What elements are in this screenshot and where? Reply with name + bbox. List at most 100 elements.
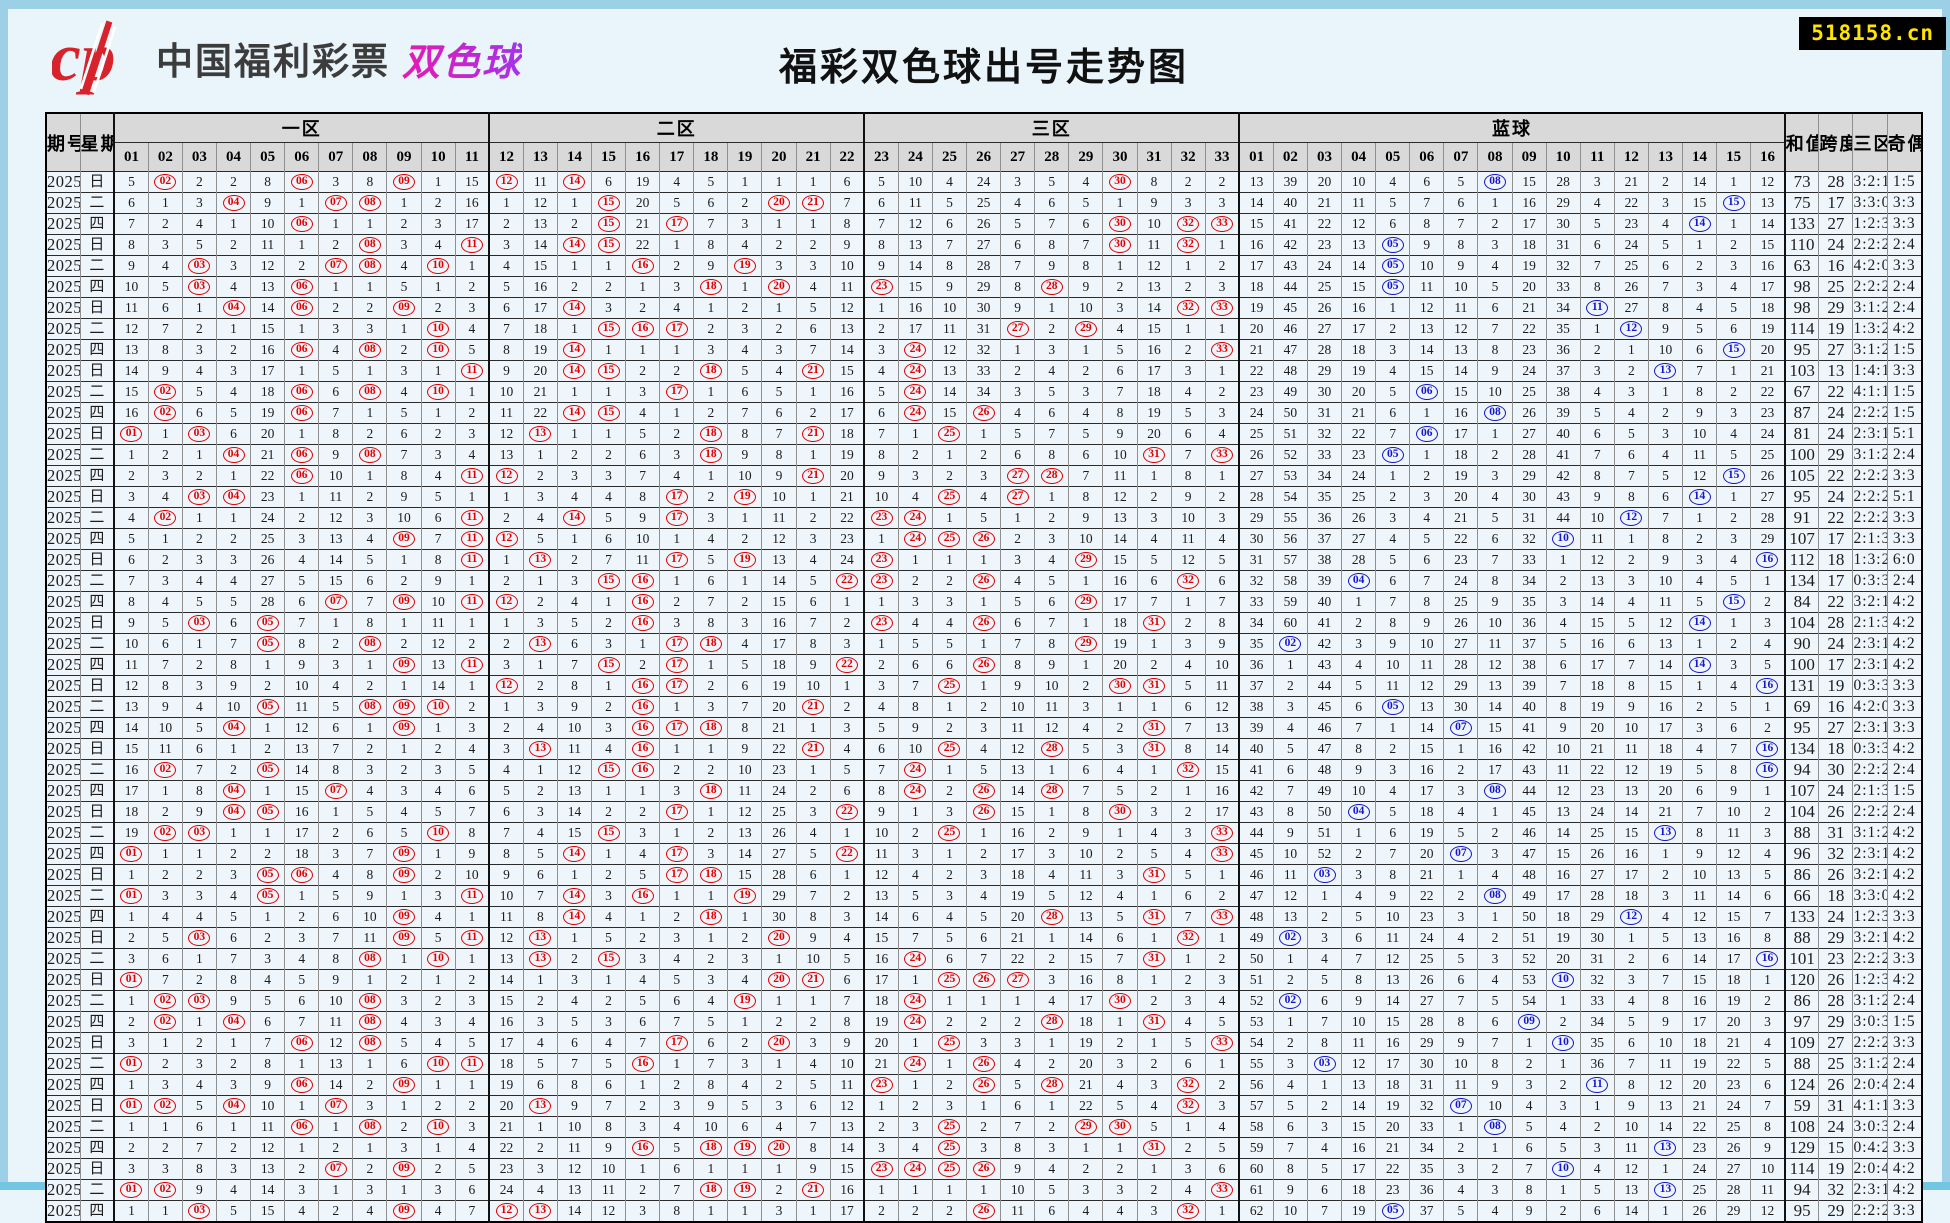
number-cell: 4: [931, 612, 967, 634]
number-cell: 16: [1579, 633, 1615, 655]
number-cell: 31: [1136, 717, 1172, 739]
number-cell: 21: [795, 360, 831, 382]
red-ball: 26: [972, 803, 995, 820]
number-cell: 09: [386, 1200, 422, 1222]
number-cell: 18: [250, 381, 285, 403]
number-cell: 2: [1306, 906, 1342, 928]
number-cell: 12: [488, 171, 524, 193]
number-cell: 5: [897, 885, 933, 907]
number-cell: 15: [897, 276, 933, 298]
red-ball: 23: [870, 551, 893, 568]
number-cell: 7: [1136, 591, 1172, 613]
number-cell: 1: [1409, 402, 1444, 424]
number-cell: 12: [761, 528, 797, 550]
number-cell: 01: [113, 1095, 149, 1117]
number-cell: 27: [1000, 486, 1035, 508]
blue-ball: 11: [1586, 299, 1609, 316]
number-cell: 20: [761, 1032, 797, 1054]
span-cell: 17: [1818, 654, 1853, 676]
number-cell: 16: [1409, 759, 1444, 781]
zone-ratio-cell: 3:2:1: [1852, 927, 1888, 949]
red-ball: 15: [597, 761, 620, 778]
number-cell: 4: [147, 255, 183, 277]
number-cell: 6: [1545, 654, 1581, 676]
number-cell: 2: [284, 1158, 319, 1180]
number-cell: 2: [250, 927, 285, 949]
number-cell: 6: [113, 192, 149, 214]
week-cell: 日: [79, 549, 115, 571]
number-cell: 04: [215, 1011, 251, 1033]
table-row: 2025102四14105041126109132410316171882113…: [45, 717, 1922, 739]
number-cell: 18: [1443, 444, 1478, 466]
number-cell: 6: [1716, 717, 1751, 739]
number-cell: 14: [556, 1200, 592, 1222]
number-cell: 11: [454, 465, 490, 487]
site-badge: 518158.cn: [1799, 17, 1946, 50]
red-ball: 04: [222, 299, 245, 316]
number-cell: 6: [1341, 696, 1376, 718]
number-cell: 11: [625, 549, 660, 571]
number-cell: 5: [590, 927, 626, 949]
red-ball: 06: [290, 341, 313, 358]
red-ball: 07: [324, 782, 347, 799]
number-cell: 16: [829, 1179, 865, 1201]
number-cell: 19: [1681, 1053, 1717, 1075]
red-ball: 13: [529, 551, 552, 568]
number-cell: 8: [147, 339, 183, 361]
number-cell: 16: [1750, 948, 1785, 970]
parity-ratio-cell: 4:2: [1886, 843, 1922, 865]
number-cell: 2: [1341, 612, 1376, 634]
number-cell: 5: [454, 339, 490, 361]
number-cell: 12: [250, 255, 285, 277]
number-cell: 3: [761, 1200, 797, 1222]
number-cell: 3: [556, 969, 592, 991]
number-cell: 08: [352, 381, 387, 403]
number-cell: 20: [1068, 1053, 1103, 1075]
number-cell: 2: [284, 906, 319, 928]
parity-ratio-cell: 3:3: [1886, 528, 1922, 550]
number-cell: 3: [1000, 171, 1035, 193]
number-cell: 35: [1545, 318, 1581, 340]
number-cell: 3: [386, 360, 422, 382]
number-cell: 7: [1068, 465, 1103, 487]
number-cell: 13: [727, 822, 762, 844]
number-cell: 4: [863, 696, 899, 718]
header-row-zones: 期号星期一区二区三区蓝球和值跨度三区比奇偶比: [45, 112, 1922, 172]
red-ball: 30: [1108, 236, 1131, 253]
number-cell: 4: [454, 444, 490, 466]
week-cell: 日: [79, 423, 115, 445]
number-cell: 1: [454, 1074, 490, 1096]
number-cell: 1: [352, 402, 387, 424]
number-cell: 9: [1681, 843, 1717, 865]
number-cell: 2: [1136, 1053, 1172, 1075]
blue-ball: 07: [1449, 719, 1472, 736]
zone-ratio-cell: 2:2:2: [1852, 402, 1888, 424]
number-cell: 7: [454, 801, 490, 823]
span-cell: 29: [1818, 1011, 1853, 1033]
number-cell: 15: [1613, 822, 1649, 844]
number-cell: 20: [1681, 1074, 1717, 1096]
parity-ratio-cell: 2:4: [1886, 759, 1922, 781]
number-cell: 3: [488, 738, 524, 760]
number-cell: 31: [1409, 1074, 1444, 1096]
number-cell: 15: [1681, 969, 1717, 991]
number-cell: 12: [1613, 759, 1649, 781]
red-ball: 26: [972, 530, 995, 547]
parity-ratio-cell: 3:3: [1886, 1032, 1922, 1054]
number-cell: 19: [1579, 696, 1615, 718]
number-cell: 4: [795, 822, 831, 844]
number-cell: 37: [1409, 1200, 1444, 1222]
number-cell: 1: [863, 591, 899, 613]
number-cell: 06: [284, 465, 319, 487]
number-cell: 19: [863, 1011, 899, 1033]
number-cell: 1: [113, 906, 149, 928]
table-row: 2025078四72411006112317213215211773118712…: [45, 213, 1922, 235]
number-cell: 1: [147, 843, 183, 865]
ball-col-header: 01: [1238, 142, 1274, 172]
number-cell: 2: [931, 1200, 967, 1222]
number-cell: 09: [386, 927, 422, 949]
number-cell: 7: [761, 423, 797, 445]
number-cell: 3: [1545, 591, 1581, 613]
week-cell: 日: [79, 801, 115, 823]
red-ball: 06: [290, 215, 313, 232]
